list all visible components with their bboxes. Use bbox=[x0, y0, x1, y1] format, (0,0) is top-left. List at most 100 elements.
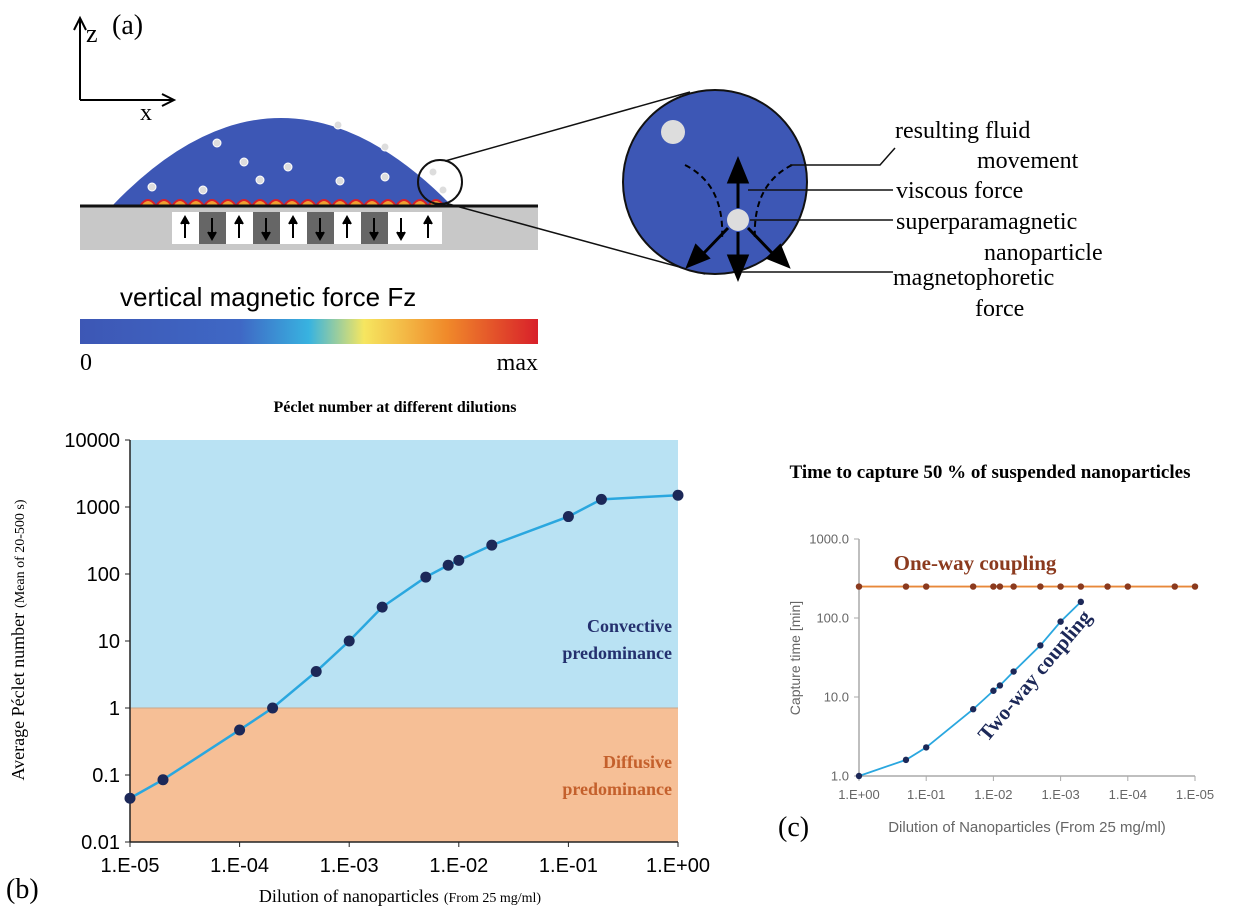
data-point bbox=[376, 601, 388, 613]
series-label: Two-way coupling bbox=[973, 605, 1097, 746]
callout: movement bbox=[977, 148, 1079, 174]
x-tick-label: 1.E-05 bbox=[1176, 787, 1214, 802]
callout: viscous force bbox=[896, 178, 1023, 204]
data-point bbox=[1037, 583, 1044, 590]
data-point bbox=[486, 539, 498, 551]
callout: force bbox=[975, 296, 1024, 322]
x-axis-label: Dilution of nanoparticles (From 25 mg/ml) bbox=[259, 886, 542, 906]
particles bbox=[147, 120, 448, 195]
y-axis-label: Average Péclet number (Mean of 20-500 s) bbox=[8, 499, 28, 780]
annotation: predominance bbox=[562, 779, 672, 799]
zoom-line bbox=[444, 91, 691, 162]
data-point bbox=[1057, 583, 1064, 590]
callout: resulting fluid bbox=[895, 118, 1030, 144]
data-point bbox=[969, 583, 977, 590]
data-point bbox=[234, 724, 246, 736]
data-point bbox=[562, 511, 574, 523]
colorbar-max: max bbox=[497, 350, 538, 376]
panel-label: (a) bbox=[112, 10, 143, 41]
series-label: One-way coupling bbox=[894, 551, 1057, 575]
panel-label: (b) bbox=[6, 874, 39, 905]
y-tick-label: 100 bbox=[87, 564, 120, 586]
data-point bbox=[1010, 583, 1017, 590]
annotation: Convective bbox=[587, 616, 672, 636]
data-point bbox=[1037, 642, 1044, 649]
data-point bbox=[1104, 583, 1111, 590]
y-tick-label: 10 bbox=[98, 631, 120, 653]
data-point bbox=[267, 702, 279, 714]
data-point bbox=[990, 687, 997, 694]
colorbar bbox=[80, 319, 538, 344]
data-point bbox=[420, 571, 432, 583]
droplet bbox=[112, 118, 452, 206]
y-tick-label: 10000 bbox=[64, 430, 120, 452]
data-point bbox=[855, 583, 863, 590]
series-line bbox=[129, 493, 679, 800]
y-tick-label: 1000.0 bbox=[809, 532, 849, 547]
chart-title: Time to capture 50 % of suspended nanopa… bbox=[790, 462, 1191, 483]
data-point bbox=[902, 583, 910, 590]
magnets bbox=[172, 212, 442, 244]
data-point bbox=[1077, 598, 1085, 606]
chart: Time to capture 50 % of suspended nanopa… bbox=[787, 462, 1214, 836]
y-tick-label: 10.0 bbox=[824, 690, 849, 705]
x-tick-label: 1.E-05 bbox=[101, 855, 160, 877]
annotation: predominance bbox=[562, 643, 672, 663]
series-line bbox=[858, 601, 1082, 777]
data-point bbox=[969, 706, 977, 713]
data-point bbox=[1077, 583, 1085, 590]
y-tick-label: 0.01 bbox=[81, 832, 120, 854]
particle bbox=[727, 209, 749, 231]
callout: superparamagnetic bbox=[896, 209, 1077, 235]
callout: nanoparticle bbox=[984, 240, 1103, 266]
y-axis-label: Capture time [min] bbox=[787, 601, 803, 715]
data-point bbox=[902, 756, 910, 764]
chart-title: Péclet number at different dilutions bbox=[274, 399, 517, 416]
x-tick-label: 1.E-03 bbox=[1041, 787, 1079, 802]
x-axis-note: (From 25 mg/ml) bbox=[444, 891, 542, 906]
data-point bbox=[1057, 618, 1064, 625]
x-axis-title: Dilution of nanoparticles bbox=[259, 886, 439, 906]
data-point bbox=[1124, 583, 1132, 590]
x-tick-label: 1.E-04 bbox=[210, 855, 269, 877]
y-tick-label: 100.0 bbox=[816, 611, 849, 626]
data-point bbox=[442, 559, 454, 571]
x-axis-title: Dilution of Nanoparticles (From 25 mg/ml… bbox=[888, 819, 1166, 836]
data-point bbox=[996, 583, 1004, 590]
annotation: Diffusive bbox=[603, 752, 672, 772]
callout: magnetophoretic bbox=[893, 265, 1054, 291]
x-tick-label: 1.E-04 bbox=[1109, 787, 1147, 802]
x-tick-label: 1.E-02 bbox=[429, 855, 488, 877]
x-tick-label: 1.E-01 bbox=[539, 855, 598, 877]
panel-a: z x (a) bbox=[73, 10, 1103, 376]
x-arrowhead bbox=[161, 93, 177, 107]
data-point bbox=[1010, 668, 1017, 675]
x-tick-label: 1.E+00 bbox=[646, 855, 710, 877]
force-arrows bbox=[684, 156, 793, 282]
chart: Péclet number at different dilutions 1.E-… bbox=[8, 399, 710, 906]
data-point bbox=[990, 583, 997, 590]
zoom-source bbox=[417, 159, 463, 205]
data-point bbox=[923, 744, 930, 751]
y-axis-title: Average Péclet number bbox=[8, 613, 28, 781]
data-point bbox=[343, 635, 355, 647]
callout-lines bbox=[742, 147, 896, 273]
z-arrowhead bbox=[73, 15, 87, 31]
data-point bbox=[595, 493, 607, 505]
data-point bbox=[124, 792, 136, 804]
y-tick-label: 1 bbox=[109, 698, 120, 720]
panel-label: (c) bbox=[778, 812, 809, 843]
x-label: x bbox=[140, 100, 152, 126]
y-tick-label: 1.0 bbox=[831, 769, 849, 784]
x-tick-label: 1.E-02 bbox=[974, 787, 1012, 802]
colorbar-title: vertical magnetic force Fz bbox=[120, 282, 416, 312]
y-axis-note: (Mean of 20-500 s) bbox=[13, 499, 28, 608]
data-point bbox=[1171, 583, 1178, 590]
region-above bbox=[130, 440, 678, 708]
y-axis-title: Capture time [min] bbox=[787, 601, 803, 715]
zoom-line bbox=[444, 202, 706, 275]
data-point bbox=[310, 666, 322, 678]
colorbar-min: 0 bbox=[80, 350, 92, 376]
data-point bbox=[1191, 583, 1199, 590]
